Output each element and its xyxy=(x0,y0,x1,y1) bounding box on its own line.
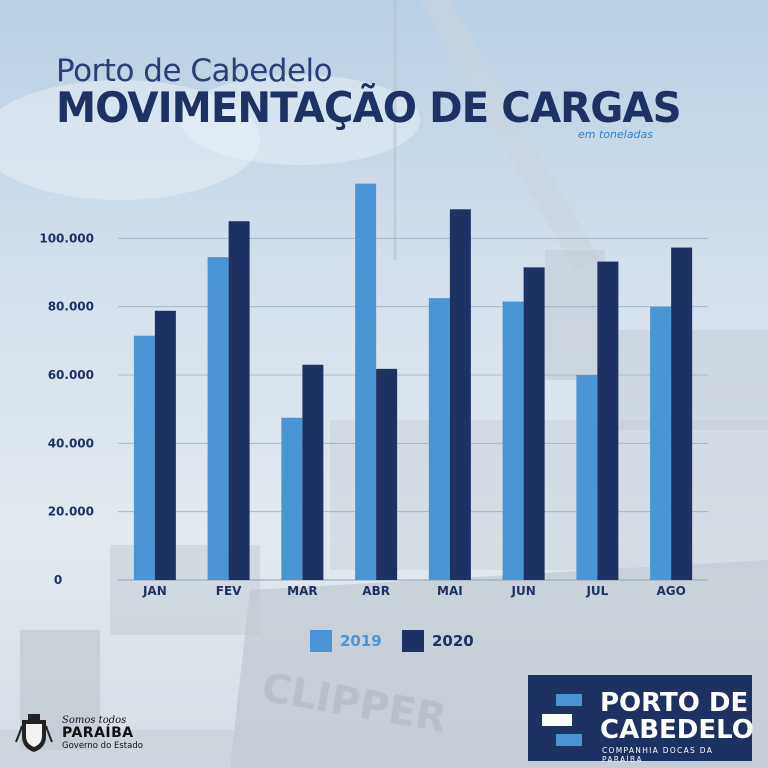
bars xyxy=(133,183,693,580)
x-tick-label: ABR xyxy=(362,584,390,598)
bar-2019-mai xyxy=(428,298,450,580)
legend-item-2019: 2019 xyxy=(310,630,382,652)
bar-2020-jun xyxy=(523,267,545,580)
logo-line-2: CABEDELO xyxy=(600,715,754,745)
y-tick-label: 40.000 xyxy=(48,436,94,450)
y-axis-ticks: 0 20.000 40.000 60.000 80.000 100.000 xyxy=(39,231,94,587)
header: Porto de Cabedelo MOVIMENTAÇÃO DE CARGAS xyxy=(56,54,707,130)
x-tick-label: MAI xyxy=(437,584,463,598)
bar-2020-ago xyxy=(671,247,693,580)
bar-2019-mar xyxy=(281,417,303,580)
legend-swatch-2020 xyxy=(402,630,424,652)
logo-line-1: PORTO DE xyxy=(600,688,749,718)
y-tick-label: 100.000 xyxy=(39,231,94,245)
x-tick-label: FEV xyxy=(216,584,242,598)
legend-swatch-2019 xyxy=(310,630,332,652)
y-tick-label: 80.000 xyxy=(48,300,94,314)
bar-2019-jun xyxy=(502,301,524,580)
logo-mark-icon xyxy=(542,694,582,746)
government-logo: Somos todos PARAÍBA Governo do Estado xyxy=(14,712,143,754)
bar-2020-jan xyxy=(154,310,176,580)
bar-2019-jul xyxy=(576,375,598,580)
bar-2019-abr xyxy=(355,183,377,580)
x-tick-label: JUL xyxy=(585,584,608,598)
x-axis-labels: JAN FEV MAR ABR MAI JUN JUL AGO xyxy=(142,584,686,598)
bar-2020-abr xyxy=(376,368,398,580)
x-tick-label: AGO xyxy=(656,584,685,598)
grid-layer xyxy=(118,237,708,581)
x-tick-label: JAN xyxy=(142,584,167,598)
y-tick-label: 0 xyxy=(54,573,62,587)
x-tick-label: JUN xyxy=(510,584,535,598)
y-tick-label: 60.000 xyxy=(48,368,94,382)
legend-label-2019: 2019 xyxy=(340,632,382,650)
bar-2020-jul xyxy=(597,261,619,580)
gov-subtitle: Governo do Estado xyxy=(62,741,143,751)
legend-label-2020: 2020 xyxy=(432,632,474,650)
subtitle: Porto de Cabedelo xyxy=(56,53,333,89)
porto-cabedelo-logo: PORTO DE CABEDELO COMPANHIA DOCAS DA PAR… xyxy=(528,675,754,764)
legend-item-2020: 2020 xyxy=(402,630,474,652)
bar-2020-mai xyxy=(449,209,471,580)
page-title: MOVIMENTAÇÃO DE CARGAS xyxy=(56,83,682,132)
bar-2020-mar xyxy=(302,364,324,580)
logo-tagline: COMPANHIA DOCAS DA PARAÍBA xyxy=(602,746,714,764)
bar-2019-fev xyxy=(207,257,229,580)
bar-2019-jan xyxy=(133,335,155,580)
state-crest-icon xyxy=(15,714,53,752)
bar-2020-fev xyxy=(228,221,250,580)
x-tick-label: MAR xyxy=(287,584,317,598)
unit-note: em toneladas xyxy=(578,128,654,141)
gov-slogan: Somos todos xyxy=(62,715,127,726)
gov-name: PARAÍBA xyxy=(62,725,134,741)
y-tick-label: 20.000 xyxy=(48,505,94,519)
bar-2019-ago xyxy=(650,306,672,580)
